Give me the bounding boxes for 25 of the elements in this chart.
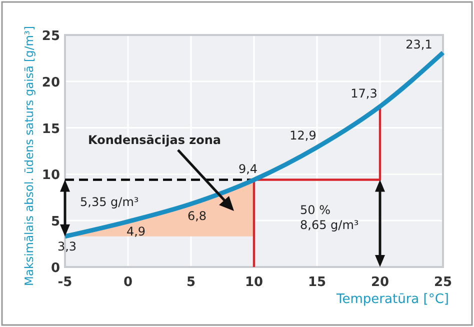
annotation: 5,35 g/m³ — [80, 195, 139, 209]
x-tick-label: 5 — [186, 275, 196, 290]
y-tick-label: 20 — [42, 75, 60, 90]
data-label: 17,3 — [350, 86, 378, 100]
annotation: Kondensācijas zona — [88, 133, 222, 147]
data-label: 6,8 — [187, 208, 207, 223]
y-tick-label: 0 — [50, 261, 60, 276]
x-tick-label: -5 — [58, 275, 72, 290]
x-tick-label: 25 — [434, 275, 452, 290]
x-tick-label: 10 — [244, 275, 264, 290]
data-label: 4,9 — [126, 224, 146, 239]
y-axis-title: Maksimālais absol. ūdens saturs gaisā [g/m³] — [22, 26, 36, 286]
x-tick-label: 20 — [370, 275, 390, 290]
data-label: 23,1 — [406, 38, 432, 52]
y-tick-label: 15 — [42, 122, 60, 137]
data-label: 12,9 — [290, 128, 316, 142]
x-tick-label: 15 — [308, 275, 326, 290]
y-tick-label: 25 — [42, 29, 60, 44]
x-tick-label: 0 — [123, 275, 133, 290]
data-label: 3,3 — [57, 239, 77, 254]
y-tick-label: 5 — [50, 214, 60, 230]
x-axis-title: Temperatūra [°C] — [336, 292, 449, 307]
annotation: 50 % 8,65 g/m³ — [300, 203, 359, 232]
data-label: 9,4 — [238, 162, 258, 176]
y-tick-label: 10 — [42, 168, 60, 184]
